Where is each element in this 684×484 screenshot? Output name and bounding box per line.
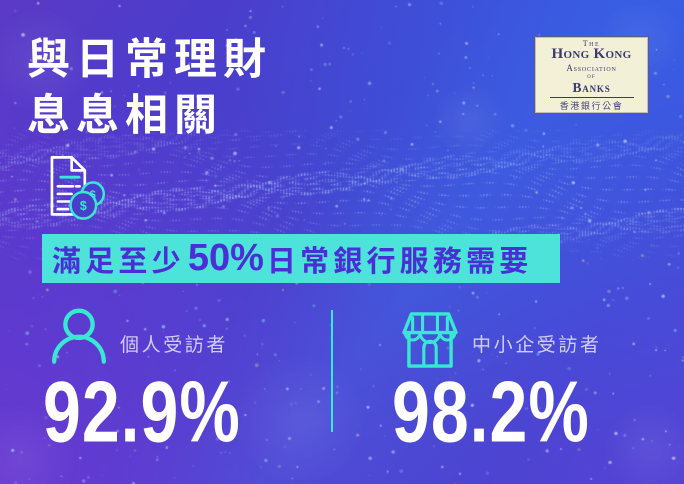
svg-text:$: $: [80, 199, 87, 213]
